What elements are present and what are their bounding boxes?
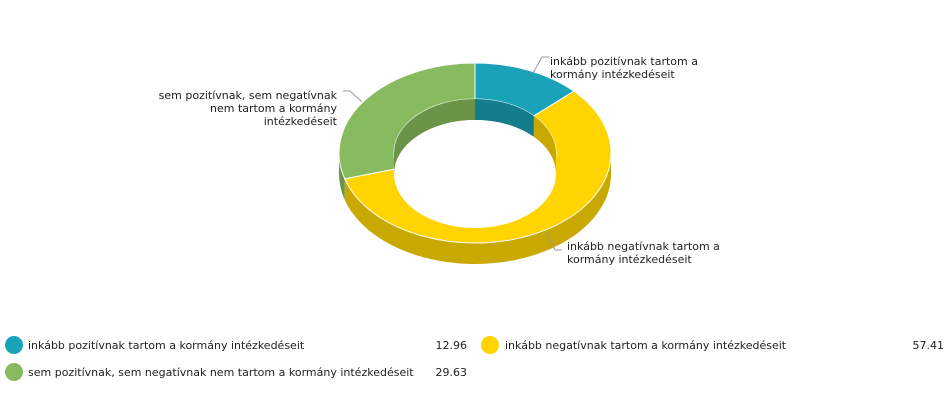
callout-line-1: [545, 231, 562, 251]
legend-label-1[interactable]: inkább negatívnak tartom a kormány intéz…: [505, 339, 787, 352]
callout-line-0: [532, 56, 549, 74]
pie-slice-2[interactable]: [338, 62, 476, 180]
slice-inner-wall-1-0: [533, 115, 556, 174]
donut-hole: [394, 120, 556, 228]
legend-value-0: 12.96: [436, 339, 468, 352]
legend-swatch-2[interactable]: [5, 363, 23, 381]
legend-label-2[interactable]: sem pozitívnak, sem negatívnak nem tarto…: [28, 366, 414, 379]
callout-label-0: inkább pozitívnak tartom a kormány intézk…: [550, 55, 698, 81]
legend-swatch-0[interactable]: [5, 336, 23, 354]
callout-line-2: [343, 90, 363, 103]
slice-inner-wall-0-0: [475, 99, 534, 137]
legend-swatch-1[interactable]: [481, 336, 499, 354]
legend-value-1: 57.41: [913, 339, 945, 352]
slice-outer-wall-2: [339, 153, 345, 200]
slice-inner-wall-2-1: [394, 99, 475, 174]
legend-label-0[interactable]: inkább pozitívnak tartom a kormány intéz…: [28, 339, 305, 352]
callout-label-2: sem pozitívnak, sem negatívnak nem tartom…: [159, 89, 338, 128]
slice-outer-wall-1: [344, 153, 611, 265]
callout-label-1: inkább negatívnak tartom a kormány intézk…: [567, 240, 720, 266]
legend-value-2: 29.63: [436, 366, 468, 379]
